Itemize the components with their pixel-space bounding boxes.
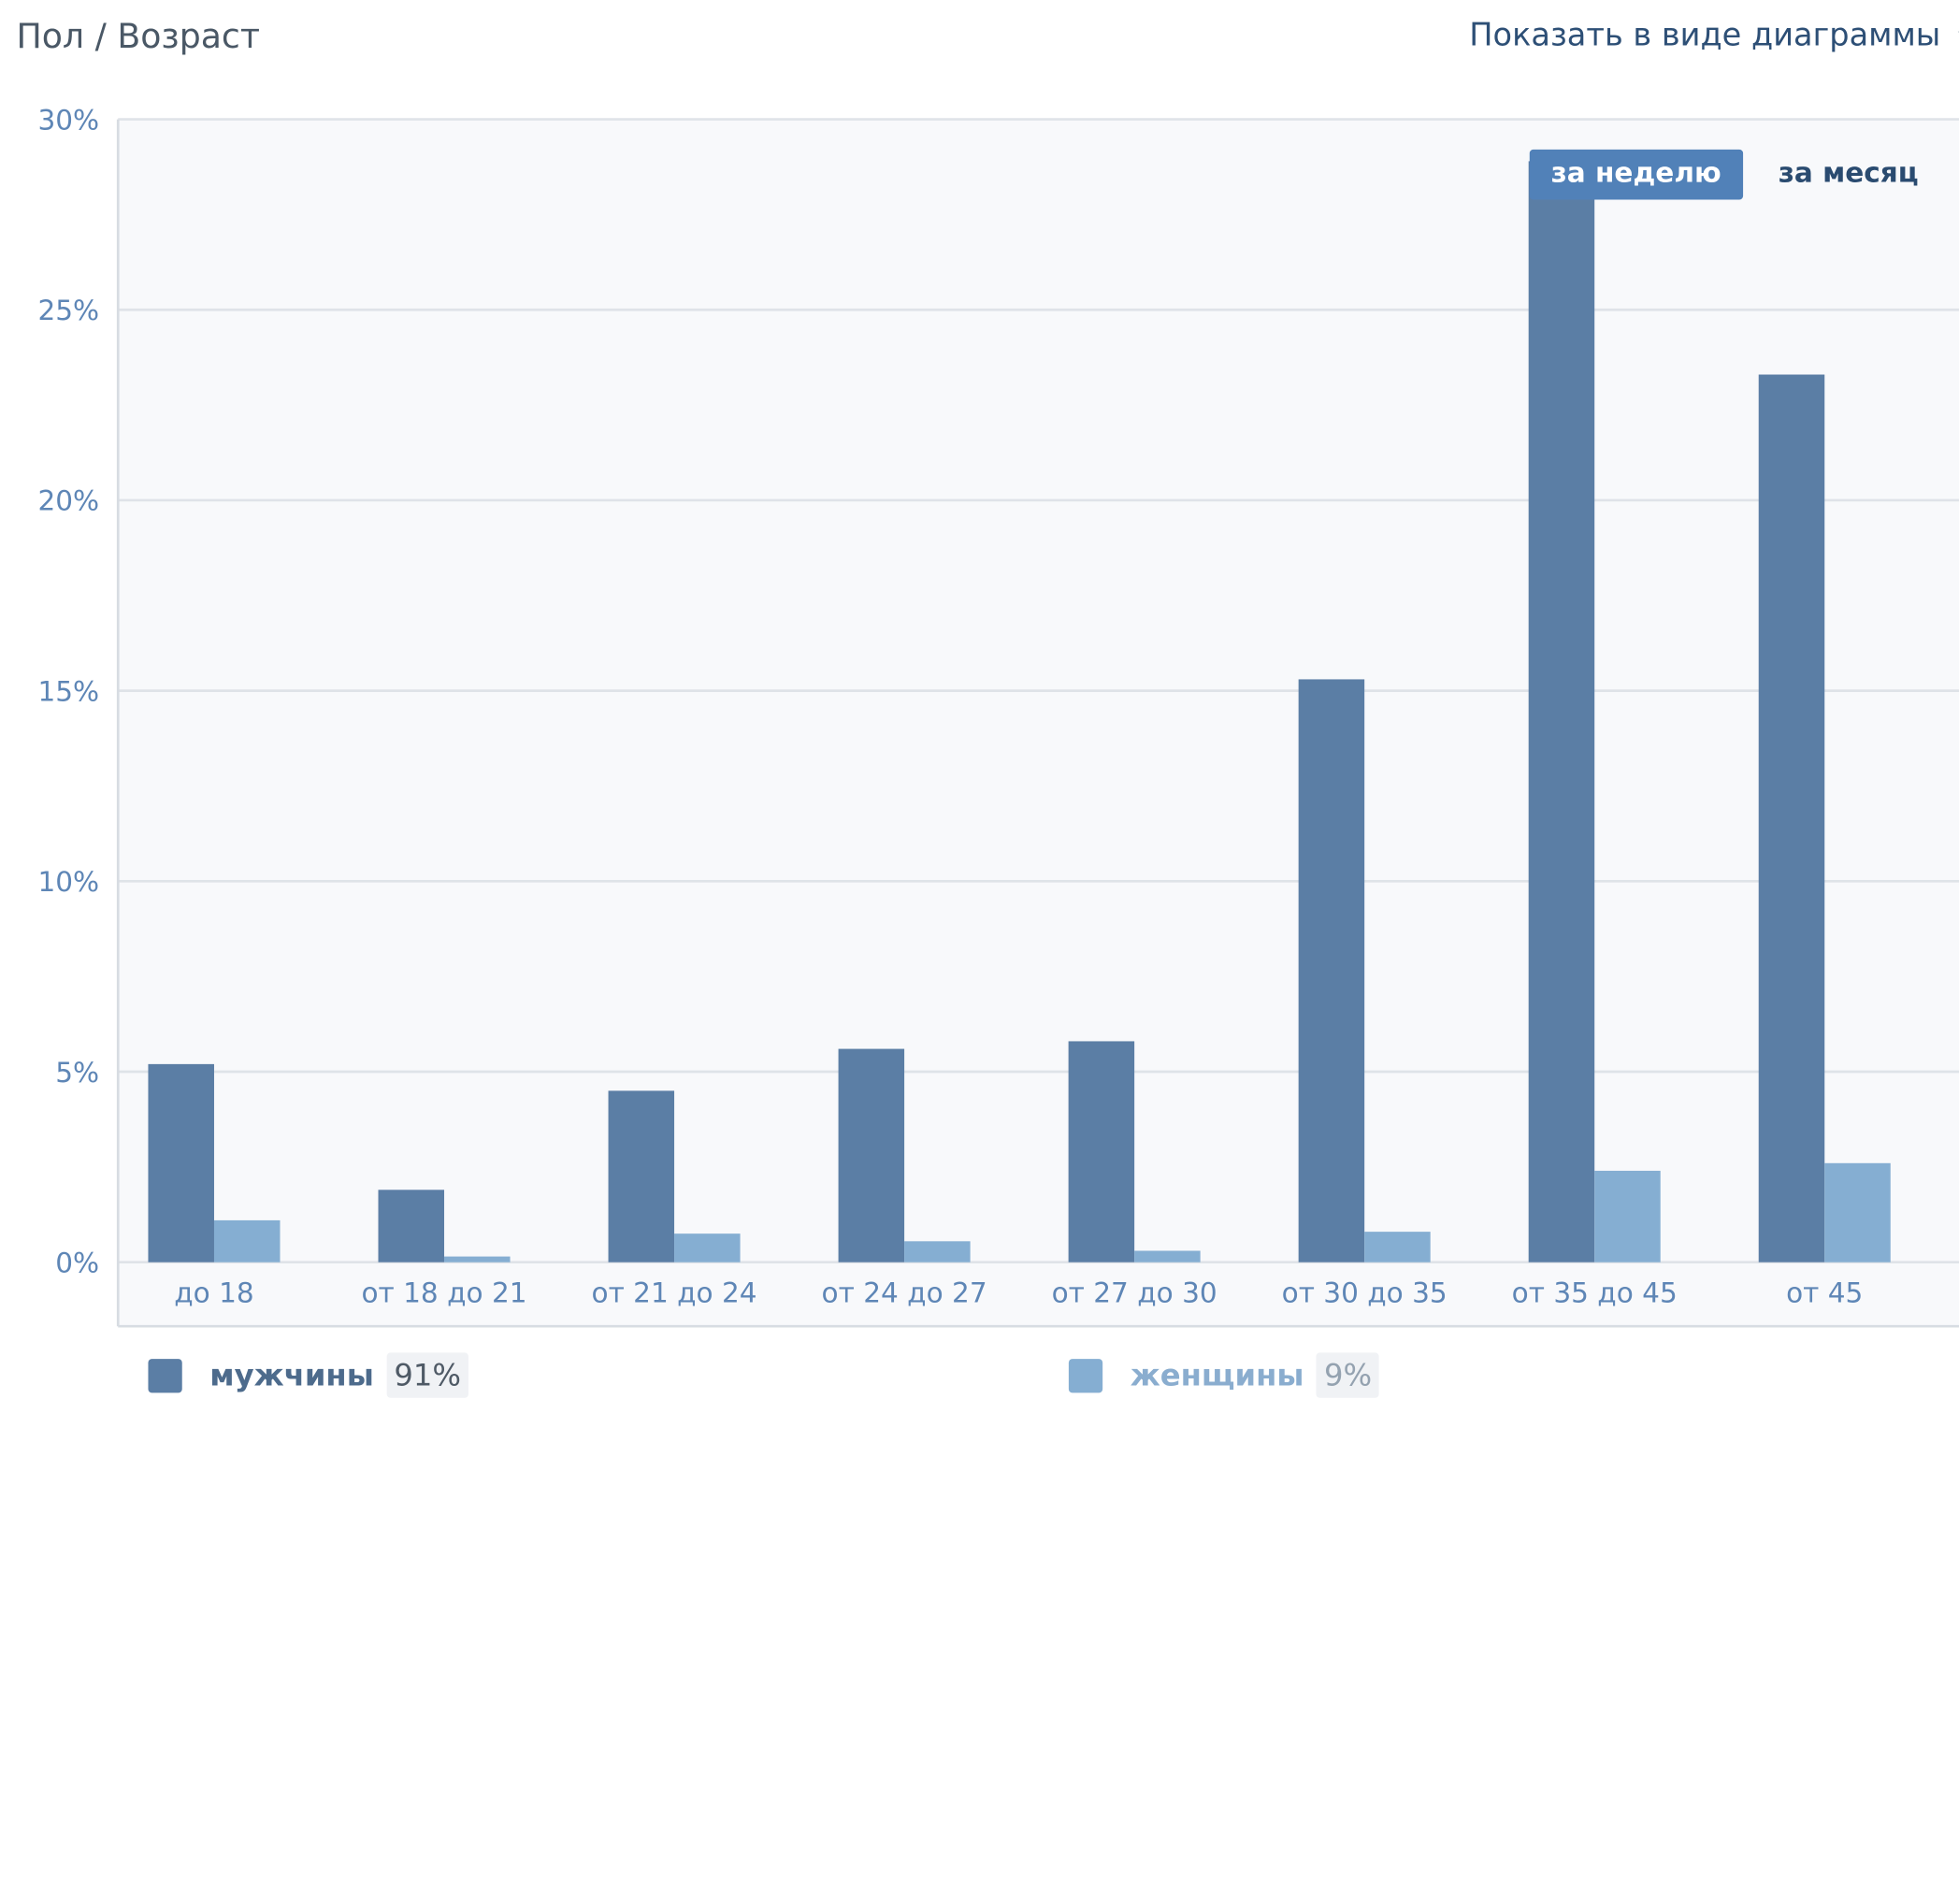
y-tick-label: 25% [37, 295, 99, 326]
bar-female [1824, 1162, 1891, 1262]
x-tick-label: от 30 до 35 [1282, 1277, 1448, 1309]
plot-area [118, 119, 1959, 1327]
bar-male [1298, 679, 1365, 1262]
legend-item-male[interactable]: мужчины 91% [148, 1350, 469, 1401]
x-tick-label: от 21 до 24 [592, 1277, 757, 1309]
view-toggle-label: Показать в виде диаграммы [1469, 16, 1941, 53]
tab-month[interactable]: за месяц [1778, 158, 1919, 190]
bar-female [674, 1233, 741, 1262]
y-tick-label: 15% [37, 675, 99, 707]
y-tick-label: 5% [55, 1057, 99, 1089]
bar-female [904, 1241, 971, 1262]
legend-share-female: 9% [1316, 1352, 1380, 1398]
tab-week[interactable]: за неделю [1529, 149, 1743, 200]
y-tick-label: 20% [37, 485, 99, 517]
x-tick-label: от 35 до 45 [1512, 1277, 1678, 1309]
x-tick-label: от 27 до 30 [1052, 1277, 1217, 1309]
bar-female [213, 1219, 281, 1262]
y-tick-label: 30% [37, 104, 99, 136]
legend-label-female: женщины [1130, 1357, 1304, 1393]
legend-swatch-female [1068, 1358, 1103, 1392]
bar-male [378, 1190, 445, 1262]
bar-male [1068, 1041, 1135, 1262]
bar-male [1528, 161, 1595, 1262]
x-tick-label: от 45 [1786, 1277, 1863, 1309]
page-title: Пол / Возраст [16, 17, 261, 57]
x-tick-label: от 24 до 27 [822, 1277, 987, 1309]
bar-chart: 0% 5% 10% 15% 20% 25% 30% до 18 от 18 до 21 от 21… [37, 104, 1959, 1328]
bar-female [444, 1256, 511, 1262]
bar-male [1758, 374, 1825, 1262]
legend-share-male: 91% [386, 1352, 469, 1398]
x-tick-label: от 18 до 21 [361, 1277, 526, 1309]
x-tick-label: до 18 [174, 1277, 253, 1309]
bar-male [838, 1048, 905, 1262]
legend-swatch-male [148, 1358, 182, 1392]
y-tick-label: 10% [37, 866, 99, 898]
y-tick-label: 0% [55, 1247, 99, 1278]
view-toggle-dropdown[interactable]: Показать в виде диаграммы [1469, 16, 1959, 52]
bar-female [1594, 1170, 1661, 1262]
bar-female [1364, 1232, 1431, 1262]
bar-female [1134, 1250, 1201, 1262]
legend-label-male: мужчины [209, 1357, 374, 1393]
legend-item-female[interactable]: женщины 9% [1068, 1350, 1380, 1401]
bar-male [148, 1063, 214, 1262]
bar-male [608, 1090, 675, 1262]
